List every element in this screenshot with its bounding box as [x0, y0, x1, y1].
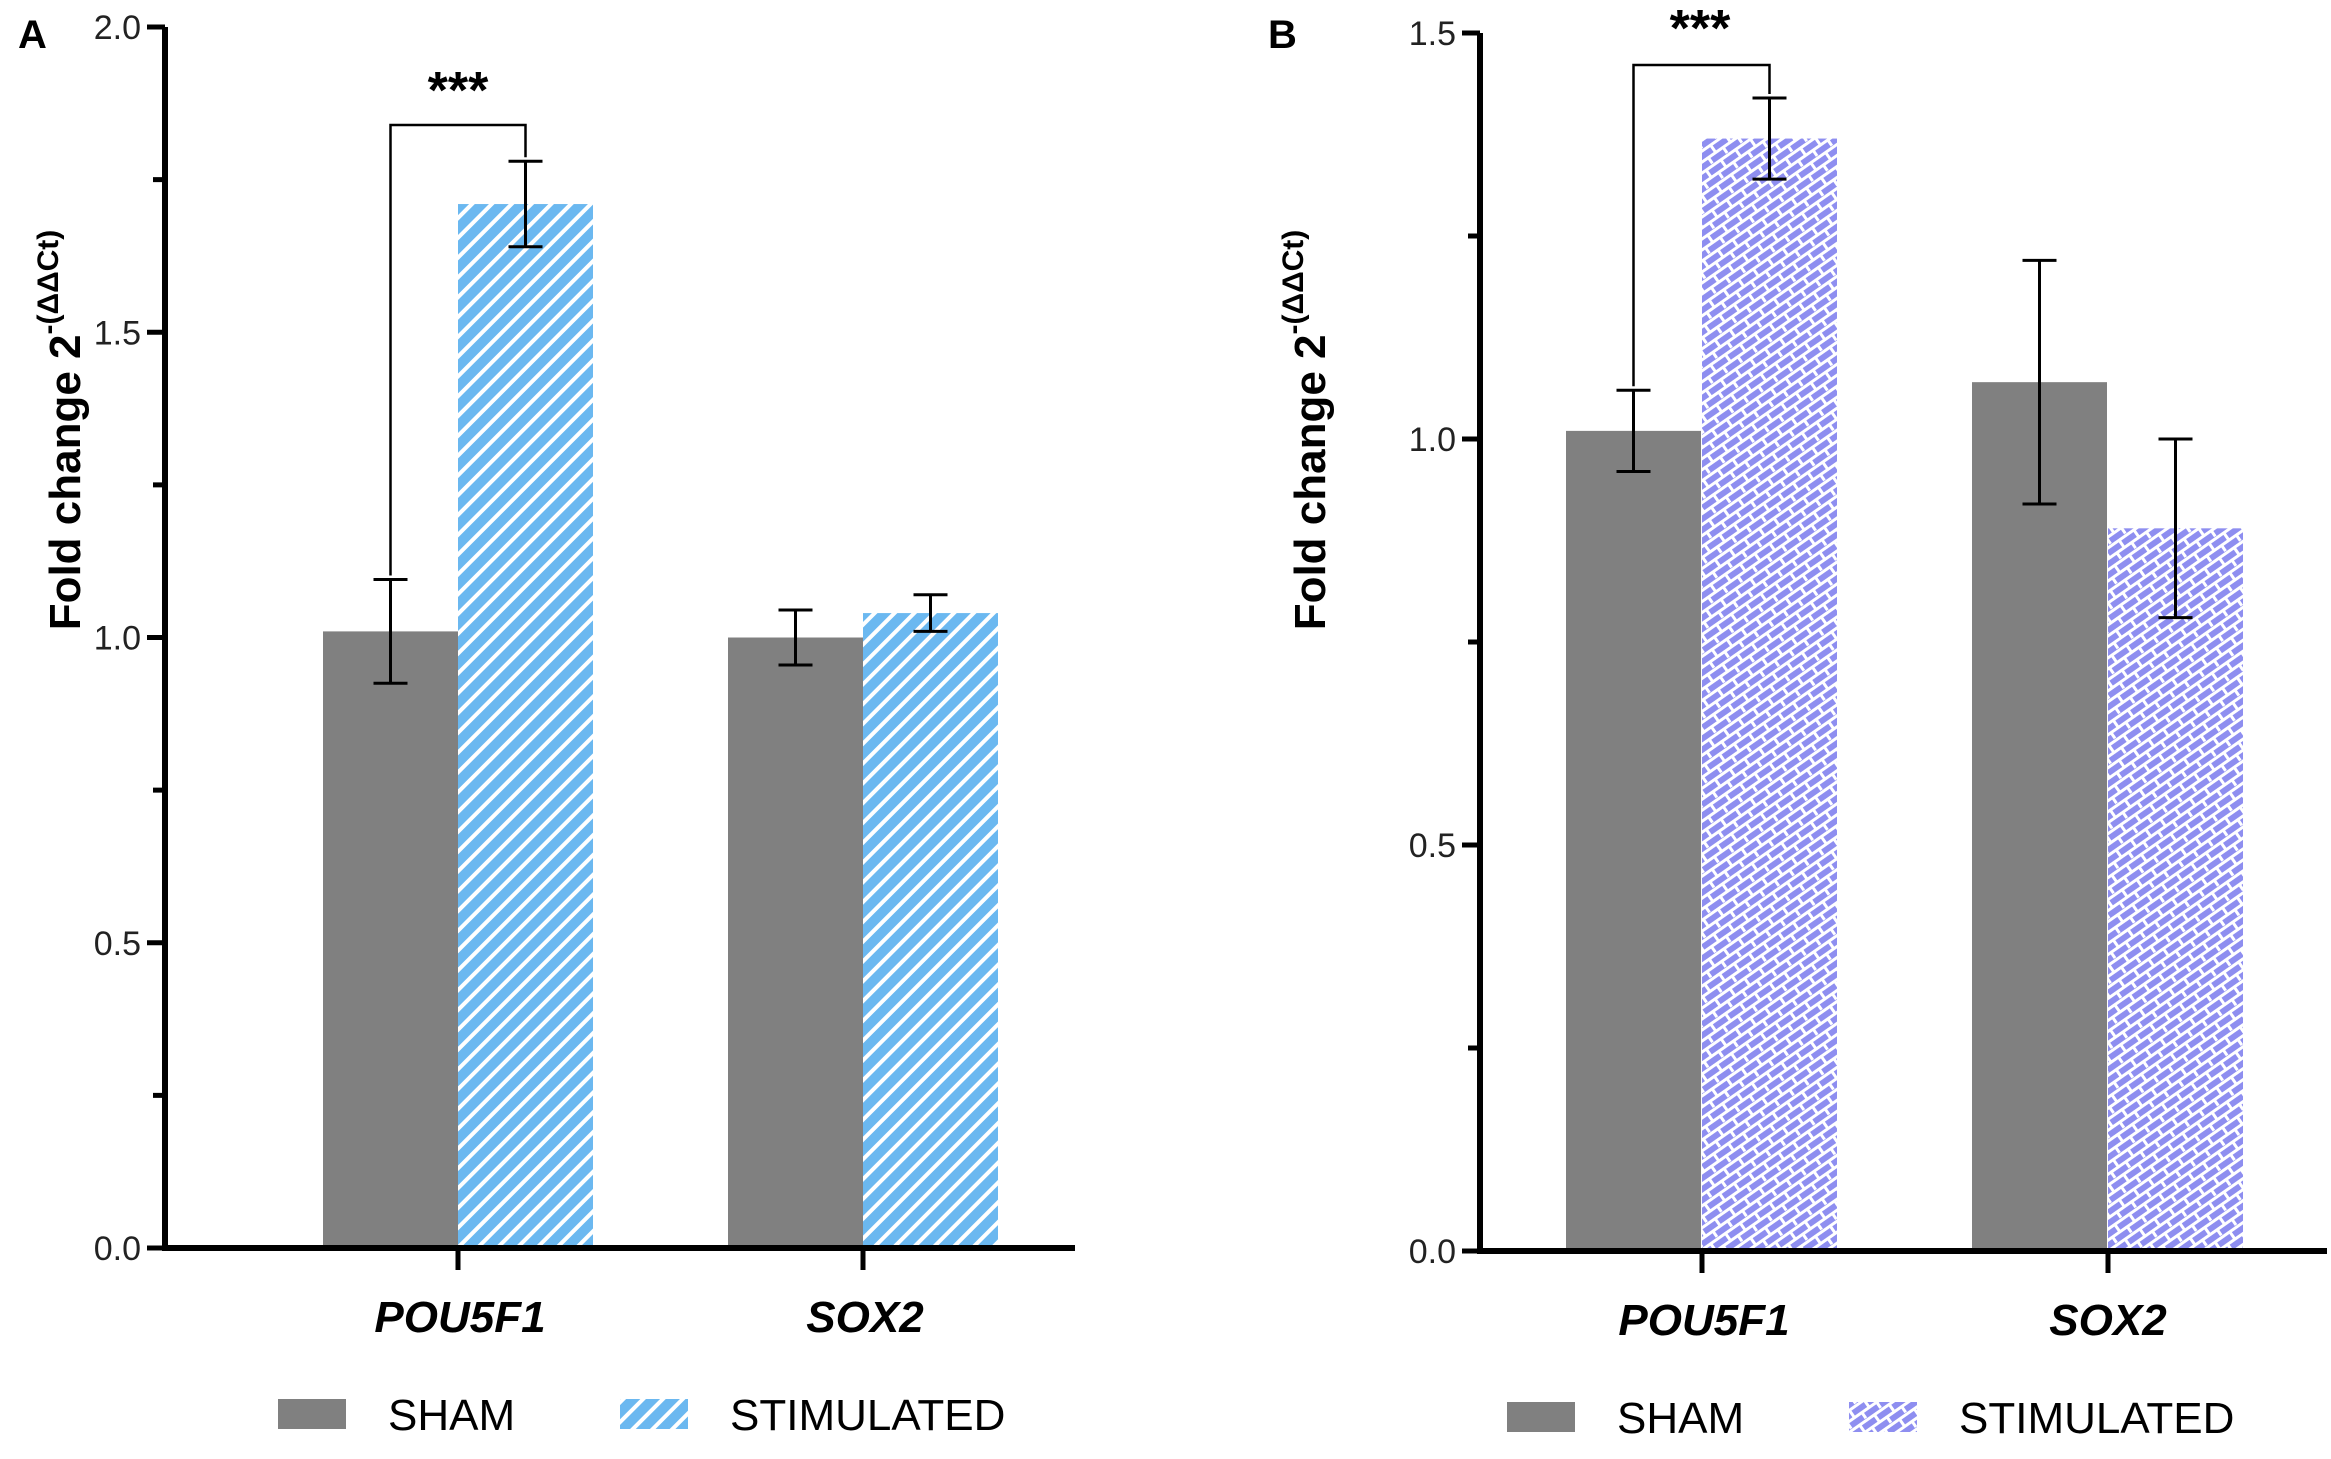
error-bar	[778, 608, 813, 667]
category-label: POU5F1	[374, 1293, 545, 1342]
y-axis-title-text: Fold change 2	[41, 334, 90, 630]
y-tick-label: 0.0	[1409, 1233, 1456, 1271]
legend-swatch-sham	[278, 1399, 346, 1429]
error-bar	[2022, 258, 2057, 506]
y-tick-label: 0.0	[94, 1230, 141, 1268]
legend-swatch-stimulated	[620, 1399, 688, 1429]
bar-stimulated-pou5f1	[458, 204, 593, 1248]
y-axis-title-text: Fold change 2	[1286, 334, 1335, 630]
bar-sham-sox2	[728, 637, 863, 1248]
bar-stimulated-pou5f1	[1702, 138, 1837, 1251]
y-tick-label: 0.5	[94, 925, 141, 963]
y-tick-label: 0.5	[1409, 827, 1456, 865]
y-tick-label: 1.0	[1409, 421, 1456, 459]
panel-label: A	[18, 13, 47, 57]
bar-stimulated-sox2	[863, 613, 998, 1248]
y-tick-label: 1.5	[94, 314, 141, 352]
svg-text:Fold change 2-(ΔΔCt): Fold change 2-(ΔΔCt)	[32, 230, 90, 631]
legend-label-sham: SHAM	[388, 1391, 515, 1440]
panel-b: B Fold change 2-(ΔΔCt) POU5F1 SOX2 *** S…	[1268, 0, 2327, 1443]
y-axis-title-superscript: -(ΔΔCt)	[32, 230, 65, 335]
legend-swatch-sham	[1507, 1402, 1575, 1432]
legend-label-stimulated: STIMULATED	[1959, 1394, 2234, 1443]
error-bar	[1752, 96, 1787, 181]
legend-label-stimulated: STIMULATED	[730, 1391, 1005, 1440]
bar-stimulated-sox2	[2108, 528, 2243, 1251]
legend: SHAM STIMULATED	[1507, 1394, 2234, 1443]
legend: SHAM STIMULATED	[278, 1391, 1005, 1440]
error-bar	[373, 578, 408, 685]
category-label: POU5F1	[1618, 1296, 1789, 1345]
error-bar	[2158, 437, 2193, 620]
y-axis-title: Fold change 2-(ΔΔCt)	[32, 230, 90, 631]
legend-label-sham: SHAM	[1617, 1394, 1744, 1443]
bar-sham-pou5f1	[323, 631, 458, 1248]
significance-bracket	[1632, 63, 1771, 387]
y-tick-label: 1.0	[94, 620, 141, 658]
error-bar	[1616, 388, 1651, 473]
category-label: SOX2	[806, 1293, 924, 1342]
significance-marker: ***	[1670, 0, 1731, 58]
significance-marker: ***	[428, 62, 489, 120]
significance-bracket	[389, 123, 527, 576]
bar-sham-sox2	[1972, 382, 2107, 1251]
error-bar	[508, 159, 543, 249]
error-bar	[913, 593, 948, 633]
category-label: SOX2	[2049, 1296, 2167, 1345]
y-tick-label: 1.5	[1409, 15, 1456, 53]
svg-text:Fold change 2-(ΔΔCt): Fold change 2-(ΔΔCt)	[1277, 230, 1335, 631]
y-tick-label: 2.0	[94, 9, 141, 47]
bar-sham-pou5f1	[1566, 430, 1701, 1251]
y-axis-title-superscript: -(ΔΔCt)	[1277, 230, 1310, 335]
panel-label: B	[1268, 13, 1297, 57]
y-axis-title: Fold change 2-(ΔΔCt)	[1277, 230, 1335, 631]
legend-swatch-stimulated	[1849, 1402, 1917, 1432]
panel-a: A Fold change 2-(ΔΔCt) POU5F1 SOX2 *** S…	[18, 9, 1075, 1440]
